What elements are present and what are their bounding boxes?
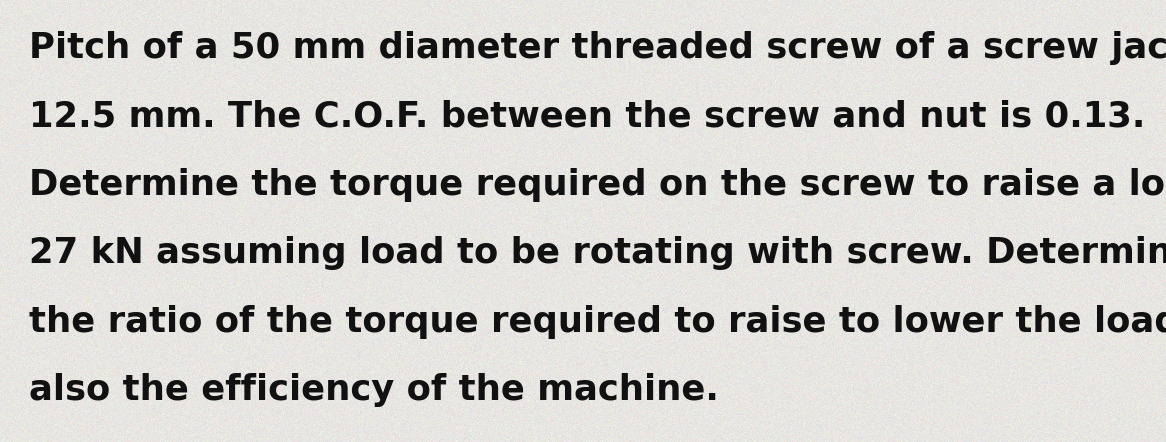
Text: Determine the torque required on the screw to raise a load of: Determine the torque required on the scr… <box>29 168 1166 202</box>
Text: 27 kN assuming load to be rotating with screw. Determine: 27 kN assuming load to be rotating with … <box>29 236 1166 271</box>
Text: also the efficiency of the machine.: also the efficiency of the machine. <box>29 373 719 408</box>
Text: 12.5 mm. The C.O.F. between the screw and nut is 0.13.: 12.5 mm. The C.O.F. between the screw an… <box>29 99 1145 133</box>
Text: the ratio of the torque required to raise to lower the load and: the ratio of the torque required to rais… <box>29 305 1166 339</box>
Text: Pitch of a 50 mm diameter threaded screw of a screw jack is: Pitch of a 50 mm diameter threaded screw… <box>29 31 1166 65</box>
